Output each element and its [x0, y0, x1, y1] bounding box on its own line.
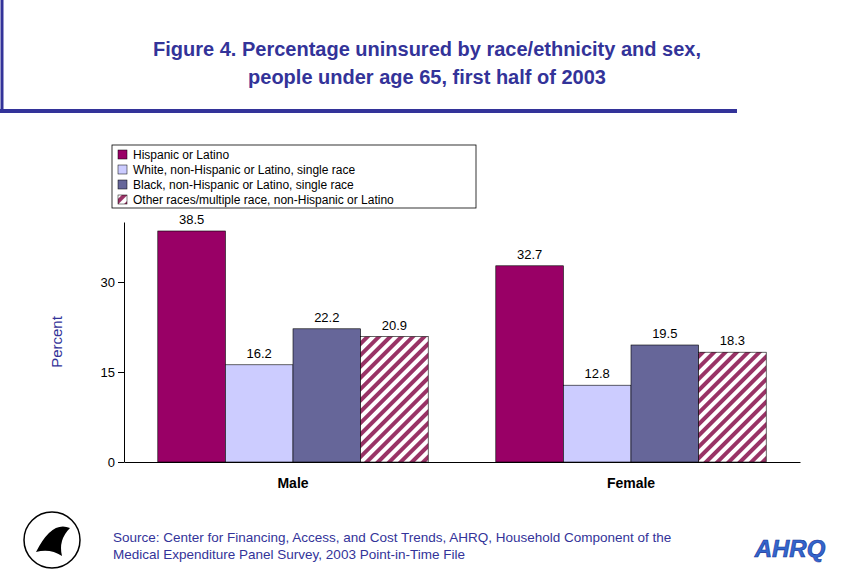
bars: [158, 231, 766, 462]
y-tick-mark: [118, 462, 124, 463]
chart-container: Figure 4. Percentage uninsured by race/e…: [0, 0, 853, 576]
legend: Hispanic or LatinoWhite, non-Hispanic or…: [112, 145, 476, 208]
legend-swatch: [118, 150, 127, 159]
legend-box: [112, 145, 476, 208]
legend-swatch: [118, 165, 127, 174]
y-tick-mark: [118, 372, 124, 373]
seal-eagle: [36, 526, 70, 556]
bar: [225, 365, 293, 462]
data-label: 22.2: [314, 310, 339, 325]
x-axis: Male Female: [125, 462, 801, 491]
x-tick: Female: [607, 462, 655, 491]
y-tick: 15: [101, 365, 124, 380]
legend-label: Black, non-Hispanic or Latino, single ra…: [133, 178, 354, 192]
x-tick: Male: [277, 462, 308, 491]
y-tick: 0: [108, 455, 124, 470]
bar: [158, 231, 226, 462]
data-label: 19.5: [652, 326, 677, 341]
x-tick-label: Female: [607, 475, 655, 491]
source-note: Source: Center for Financing, Access, an…: [113, 530, 671, 545]
y-tick-mark: [118, 282, 124, 283]
frame-left: [1, 0, 4, 112]
bar: [293, 329, 361, 462]
y-tick: 30: [101, 275, 124, 290]
source-note: Medical Expenditure Panel Survey, 2003 P…: [113, 547, 465, 562]
bar: [563, 385, 631, 462]
bar: [496, 266, 564, 462]
bar: [361, 337, 429, 462]
title: Figure 4. Percentage uninsured by race/e…: [153, 38, 701, 60]
bar: [699, 352, 767, 462]
y-axis-title: Percent: [48, 315, 65, 368]
legend-label: White, non-Hispanic or Latino, single ra…: [133, 163, 355, 177]
x-tick-label: Male: [277, 475, 308, 491]
legend-label: Other races/multiple race, non-Hispanic …: [133, 193, 394, 207]
y-axis-line: [124, 223, 125, 463]
frame-bottom: [0, 109, 737, 113]
legend-swatch: [118, 195, 127, 204]
legend-swatch: [118, 180, 127, 189]
data-label: 38.5: [179, 212, 204, 227]
data-label: 20.9: [382, 318, 407, 333]
data-label: 16.2: [247, 346, 272, 361]
x-axis-line: [125, 462, 801, 463]
seal: [24, 512, 80, 568]
logo: AHRQ: [754, 535, 826, 562]
y-tick-label: 30: [101, 275, 115, 290]
y-tick-label: 0: [108, 455, 115, 470]
title: people under age 65, first half of 2003: [248, 66, 606, 88]
chart-svg: Figure 4. Percentage uninsured by race/e…: [0, 0, 853, 576]
legend-label: Hispanic or Latino: [133, 148, 229, 162]
y-axis: 0 15 30: [101, 223, 125, 470]
bar: [631, 345, 699, 462]
y-tick-label: 15: [101, 365, 115, 380]
data-label: 32.7: [517, 247, 542, 262]
data-label: 18.3: [720, 333, 745, 348]
data-label: 12.8: [585, 366, 610, 381]
